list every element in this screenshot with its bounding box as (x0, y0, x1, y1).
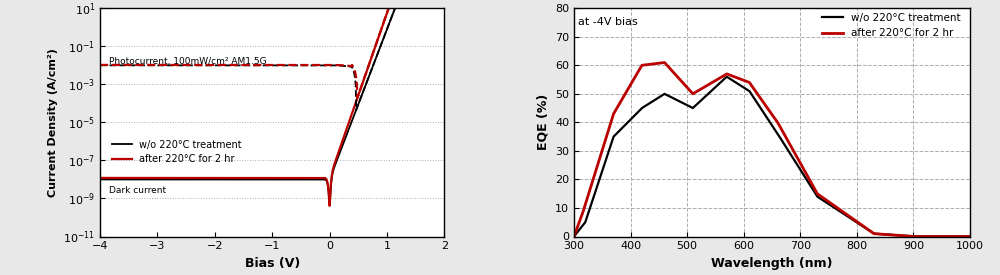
Text: Dark current: Dark current (109, 186, 166, 196)
Y-axis label: EQE (%): EQE (%) (536, 94, 549, 150)
X-axis label: Wavelength (nm): Wavelength (nm) (711, 257, 833, 270)
Legend: w/o 220°C treatment, after 220°C for 2 hr: w/o 220°C treatment, after 220°C for 2 h… (818, 9, 965, 42)
X-axis label: Bias (V): Bias (V) (245, 257, 300, 270)
Text: at -4V bias: at -4V bias (578, 17, 638, 27)
Y-axis label: Current Density (A/cm²): Current Density (A/cm²) (48, 48, 58, 197)
Text: Photocurrent, 100mW/cm² AM1.5G: Photocurrent, 100mW/cm² AM1.5G (109, 57, 266, 67)
Legend: w/o 220°C treatment, after 220°C for 2 hr: w/o 220°C treatment, after 220°C for 2 h… (108, 136, 246, 168)
